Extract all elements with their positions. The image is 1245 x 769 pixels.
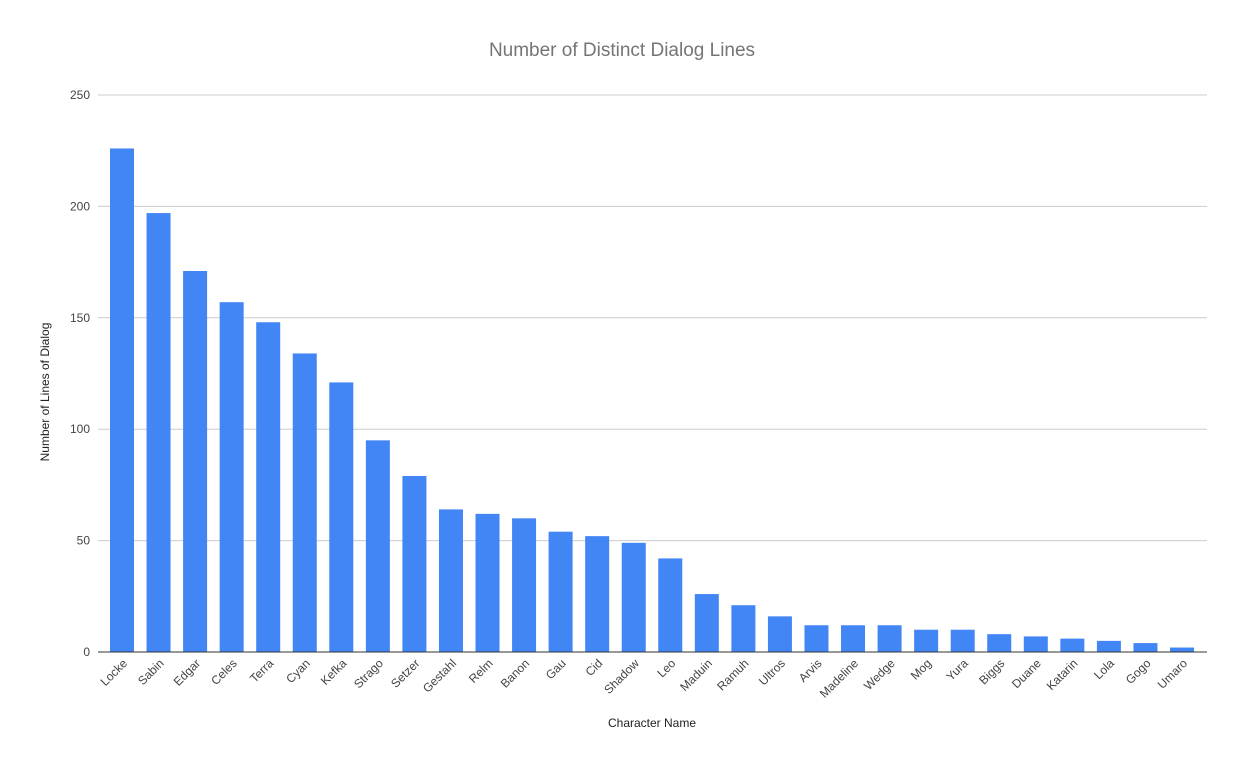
bar-terra xyxy=(256,322,281,652)
x-tick-label: Arvis xyxy=(796,656,825,685)
y-axis-label: Number of Lines of Dialog xyxy=(38,323,52,462)
bar-katarin xyxy=(1060,638,1085,652)
x-tick-label: Wedge xyxy=(861,656,898,693)
x-tick-label: Biggs xyxy=(976,656,1007,687)
x-tick-label: Cyan xyxy=(283,656,313,686)
y-tick-label: 200 xyxy=(70,199,90,213)
x-tick-label: Yura xyxy=(943,656,971,684)
bar-leo xyxy=(658,558,683,652)
bar-madeline xyxy=(841,625,866,652)
x-tick-label: Edgar xyxy=(171,656,204,689)
x-tick-label: Ultros xyxy=(756,656,788,688)
x-tick-label: Cid xyxy=(583,656,606,679)
x-tick-label: Madeline xyxy=(817,656,862,701)
y-tick-label: 150 xyxy=(70,311,90,325)
x-axis-ticks: Locke Sabin Edgar Celes Terra Cyan Kefka Strago… xyxy=(98,656,1191,701)
bar-arvis xyxy=(804,625,829,652)
x-tick-label: Gau xyxy=(543,656,569,682)
bar-shadow xyxy=(621,542,646,652)
bar-gestahl xyxy=(438,509,463,652)
bar-strago xyxy=(365,440,390,652)
x-tick-label: Banon xyxy=(498,656,532,690)
x-tick-label: Shadow xyxy=(601,656,642,697)
bar-lola xyxy=(1096,640,1121,652)
x-tick-label: Maduin xyxy=(677,656,715,694)
bar-umaro xyxy=(1170,647,1194,652)
bar-wedge xyxy=(877,625,902,652)
x-tick-label: Gogo xyxy=(1123,656,1154,687)
bar-gogo xyxy=(1133,643,1158,652)
bar-ramuh xyxy=(731,605,756,652)
x-tick-label: Duane xyxy=(1009,656,1044,691)
y-tick-label: 100 xyxy=(70,422,90,436)
y-tick-label: 0 xyxy=(83,645,90,659)
bar-setzer xyxy=(402,475,427,652)
bar-duane xyxy=(1023,636,1048,652)
x-tick-label: Ramuh xyxy=(714,656,751,693)
bar-edgar xyxy=(183,271,208,652)
bar-sabin xyxy=(146,213,171,652)
x-tick-label: Gestahl xyxy=(420,656,459,695)
bar-cyan xyxy=(292,353,317,652)
x-tick-label: Mog xyxy=(908,656,934,682)
y-tick-label: 250 xyxy=(70,88,90,102)
bars xyxy=(110,148,1194,652)
bar-maduin xyxy=(694,594,719,652)
bar-relm xyxy=(475,513,500,652)
x-tick-label: Leo xyxy=(654,656,678,680)
x-tick-label: Sabin xyxy=(135,656,167,688)
grid-lines xyxy=(98,94,1207,542)
bar-celes xyxy=(219,302,244,652)
x-tick-label: Terra xyxy=(247,656,276,685)
bar-kefka xyxy=(329,382,354,652)
bar-yura xyxy=(950,629,975,652)
bar-mog xyxy=(914,629,939,652)
x-tick-label: Katarin xyxy=(1044,656,1081,693)
y-axis-ticks: 0 50 100 150 200 250 xyxy=(70,88,90,659)
bar-gau xyxy=(548,531,573,652)
x-tick-label: Umaro xyxy=(1155,656,1191,692)
chart-title: Number of Distinct Dialog Lines xyxy=(489,40,755,61)
bar-ultros xyxy=(767,616,792,652)
y-tick-label: 50 xyxy=(77,534,91,548)
bar-banon xyxy=(512,518,537,652)
bar-locke xyxy=(110,148,134,652)
x-tick-label: Kefka xyxy=(318,656,350,688)
x-tick-label: Lola xyxy=(1091,656,1117,682)
x-axis-label: Character Name xyxy=(608,716,696,730)
x-tick-label: Setzer xyxy=(388,656,422,690)
bar-biggs xyxy=(987,634,1012,652)
x-tick-label: Celes xyxy=(208,656,240,688)
x-tick-label: Locke xyxy=(98,656,131,689)
bar-cid xyxy=(585,536,610,652)
x-tick-label: Strago xyxy=(351,656,386,691)
x-tick-label: Relm xyxy=(466,656,496,686)
